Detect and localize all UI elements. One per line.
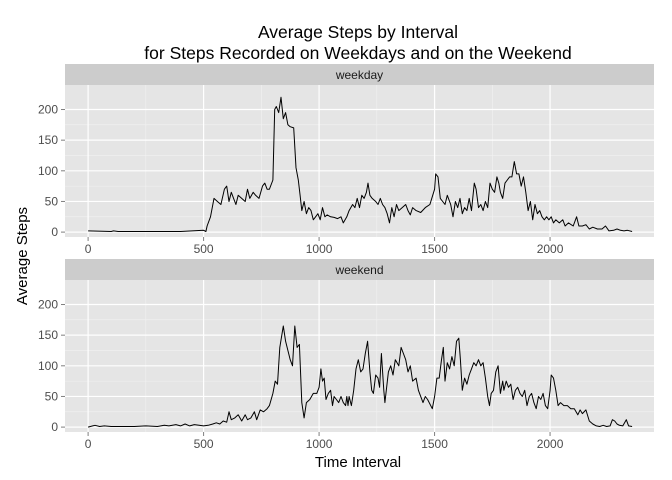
panel-background bbox=[65, 85, 654, 237]
x-tick-label: 500 bbox=[194, 242, 214, 256]
facet-strip-label: weekday bbox=[335, 68, 383, 82]
x-tick-label: 1000 bbox=[306, 242, 333, 256]
x-tick-label: 2000 bbox=[537, 242, 564, 256]
x-axis-title: Time Interval bbox=[315, 454, 401, 471]
series-line-weekend bbox=[87, 325, 633, 428]
x-tick-label: 2000 bbox=[537, 437, 564, 451]
facet-strip bbox=[65, 64, 654, 85]
x-tick-label: 0 bbox=[85, 242, 92, 256]
chart-title-line-1: Average Steps by Interval bbox=[258, 22, 458, 42]
y-tick-label: 200 bbox=[38, 103, 58, 117]
y-tick-label: 100 bbox=[38, 164, 58, 178]
y-tick-label: 50 bbox=[45, 389, 59, 403]
y-tick-label: 0 bbox=[51, 420, 58, 434]
x-tick-label: 1000 bbox=[306, 437, 333, 451]
y-tick-label: 50 bbox=[45, 194, 59, 208]
panel-background bbox=[65, 280, 654, 432]
y-tick-label: 150 bbox=[38, 328, 58, 342]
y-tick-label: 100 bbox=[38, 359, 58, 373]
y-tick-label: 200 bbox=[38, 298, 58, 312]
x-tick-label: 1500 bbox=[421, 437, 448, 451]
facet-strip-label: weekend bbox=[334, 263, 383, 277]
y-axis-title: Average Steps bbox=[14, 207, 31, 305]
series-line-weekday bbox=[88, 96, 633, 232]
x-tick-label: 0 bbox=[85, 437, 92, 451]
chart-title-line-2: for Steps Recorded on Weekdays and on th… bbox=[144, 43, 571, 63]
facet-strip bbox=[65, 259, 654, 280]
y-tick-label: 0 bbox=[51, 225, 58, 239]
x-tick-label: 500 bbox=[194, 437, 214, 451]
x-tick-label: 1500 bbox=[421, 242, 448, 256]
y-tick-label: 150 bbox=[38, 133, 58, 147]
